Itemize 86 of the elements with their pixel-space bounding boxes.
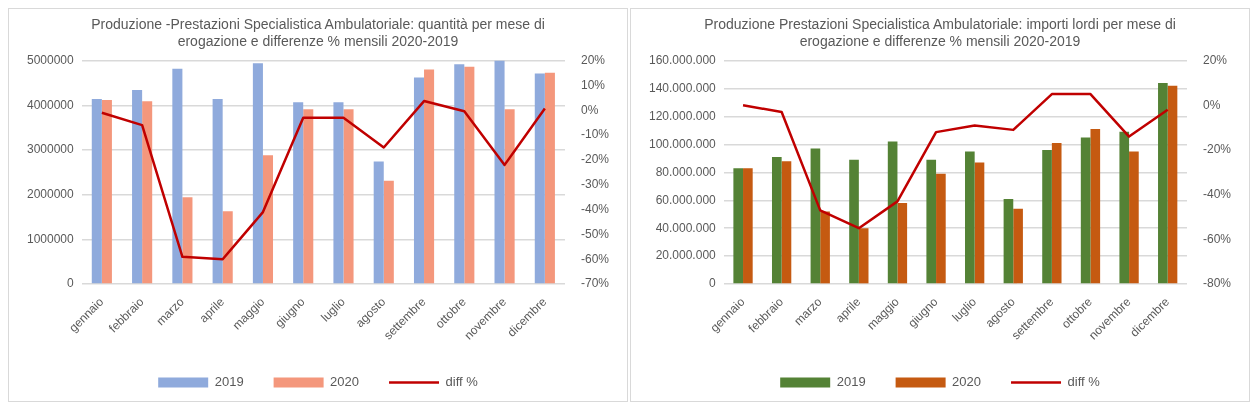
y2-tick-label: -70% — [580, 276, 610, 291]
bar — [858, 228, 869, 284]
bar — [252, 63, 263, 284]
legend-label: 2020 — [952, 374, 982, 390]
y-tick-label: 20.000.000 — [655, 248, 717, 263]
bar — [1119, 131, 1130, 284]
bar — [1042, 149, 1052, 284]
bar — [333, 102, 344, 284]
bar — [222, 211, 233, 284]
y-tick-label: 160.000.000 — [649, 52, 717, 67]
bar — [1080, 137, 1091, 284]
y2-tick-label: 10% — [580, 77, 606, 92]
y-tick-label: 60.000.000 — [655, 192, 717, 207]
y-tick-label: 40.000.000 — [655, 220, 717, 235]
bar — [936, 173, 946, 284]
bar — [142, 101, 153, 284]
bar — [464, 66, 475, 284]
bar — [974, 162, 985, 284]
bar — [424, 69, 435, 284]
y2-tick-label: 20% — [1202, 52, 1228, 67]
bar — [1013, 208, 1023, 284]
bar — [303, 109, 314, 284]
y2-tick-label: -40% — [1202, 187, 1232, 201]
y2-tick-label: -20% — [1202, 142, 1232, 157]
bar — [733, 168, 744, 284]
bar — [1003, 198, 1014, 284]
y2-tick-label: -30% — [580, 177, 610, 192]
bar — [887, 141, 898, 284]
bar — [849, 159, 859, 284]
bar — [1129, 151, 1139, 284]
y-tick-label: 120.000.000 — [649, 108, 717, 123]
bar — [101, 99, 112, 284]
bar — [1051, 143, 1062, 284]
bar — [172, 68, 183, 284]
bar — [926, 159, 937, 284]
bar — [182, 197, 193, 284]
y2-tick-label: -60% — [580, 251, 610, 266]
bar — [897, 203, 908, 284]
y-tick-label: 100.000.000 — [649, 136, 717, 151]
bar — [383, 180, 394, 284]
chart-title: Produzione Prestazioni Specialistica Ambulatoriale: importi lordi per mese di erogazione e differenze % mensili 2020-2019 — [704, 16, 1176, 50]
y2-tick-label: -20% — [580, 152, 610, 167]
bar — [494, 60, 505, 284]
bar — [544, 72, 555, 284]
y2-tick-label: 0% — [580, 102, 599, 117]
y-tick-label: 2000000 — [27, 187, 75, 201]
legend-label: 2020 — [330, 374, 360, 390]
legend-label: 2019 — [214, 374, 244, 390]
y2-tick-label: -80% — [1202, 276, 1232, 291]
bar — [771, 156, 782, 284]
y2-tick-label: 0% — [1202, 97, 1221, 112]
legend-label: diff % — [1067, 374, 1101, 390]
y-tick-label: 3000000 — [27, 142, 75, 157]
y-tick-label: 0 — [67, 276, 75, 291]
bar — [1167, 85, 1178, 284]
y-tick-label: 5000000 — [27, 52, 75, 67]
bar — [504, 109, 515, 284]
bar — [293, 102, 304, 284]
y-tick-label: 4000000 — [27, 97, 75, 112]
y-tick-label: 0 — [709, 276, 717, 291]
bar — [212, 99, 223, 284]
bar — [373, 161, 384, 284]
bar — [781, 161, 792, 284]
y-tick-label: 140.000.000 — [649, 80, 717, 95]
bar — [454, 64, 465, 284]
y-tick-label: 1000000 — [27, 231, 75, 246]
bar — [534, 73, 545, 284]
bar — [413, 77, 425, 284]
y2-tick-label: 20% — [580, 52, 606, 67]
bar — [820, 211, 830, 284]
chart-title: Produzione -Prestazioni Specialistica Ambulatoriale: quantità per mese di erogazione e differenze % mensili 2020-2019 — [91, 16, 545, 50]
bar — [262, 155, 274, 284]
y2-tick-label: -40% — [580, 201, 610, 216]
bar — [743, 168, 753, 284]
bar — [965, 151, 975, 284]
legend-label: 2019 — [836, 374, 866, 390]
legend-label: diff % — [445, 374, 479, 390]
y-tick-label: 80.000.000 — [655, 164, 717, 179]
y2-tick-label: -10% — [580, 127, 610, 142]
y2-tick-label: -50% — [580, 226, 610, 241]
bar — [132, 90, 143, 284]
bar — [343, 109, 354, 284]
bar — [1158, 82, 1168, 284]
bar — [1090, 129, 1101, 284]
bar — [91, 99, 102, 284]
y2-tick-label: -60% — [1202, 231, 1232, 246]
